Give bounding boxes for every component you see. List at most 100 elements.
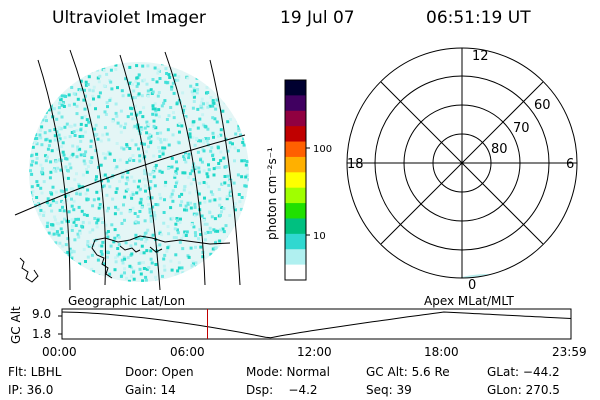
emission-pixel <box>176 228 179 232</box>
emission-pixel <box>121 171 125 175</box>
emission-pixel <box>206 230 210 234</box>
emission-pixel <box>191 123 195 127</box>
emission-pixel <box>177 75 181 79</box>
emission-pixel <box>92 97 95 101</box>
emission-pixel <box>88 230 92 234</box>
emission-pixel <box>60 220 64 224</box>
emission-pixel <box>165 81 169 85</box>
emission-pixel <box>176 231 180 235</box>
emission-pixel <box>178 240 182 244</box>
emission-pixel <box>82 213 86 217</box>
emission-pixel <box>167 143 171 147</box>
emission-pixel <box>98 203 102 206</box>
emission-pixel <box>161 152 165 156</box>
emission-pixel <box>135 76 139 80</box>
emission-pixel <box>113 167 117 170</box>
emission-pixel <box>95 175 98 179</box>
emission-pixel <box>34 140 38 144</box>
emission-pixel <box>134 80 138 84</box>
emission-pixel <box>130 266 134 270</box>
emission-pixel <box>162 138 166 142</box>
emission-pixel <box>195 189 198 193</box>
emission-pixel <box>157 108 161 112</box>
emission-pixel <box>229 192 233 196</box>
emission-pixel <box>90 156 94 160</box>
emission-pixel <box>214 241 217 245</box>
emission-pixel <box>34 203 37 207</box>
emission-pixel <box>200 275 204 279</box>
emission-pixel <box>142 261 145 265</box>
emission-pixel <box>88 160 92 163</box>
emission-pixel <box>149 219 153 223</box>
emission-pixel <box>239 243 242 246</box>
emission-pixel <box>195 76 199 80</box>
emission-pixel <box>61 141 65 145</box>
emission-pixel <box>215 68 219 72</box>
emission-pixel <box>114 260 118 264</box>
emission-pixel <box>38 262 42 265</box>
emission-pixel <box>29 198 33 202</box>
emission-pixel <box>143 169 146 172</box>
emission-pixel <box>71 249 75 253</box>
emission-pixel <box>203 222 207 226</box>
emission-pixel <box>97 95 101 99</box>
emission-pixel <box>82 269 86 272</box>
emission-pixel <box>120 175 124 179</box>
emission-pixel <box>236 149 240 153</box>
emission-pixel <box>87 70 91 74</box>
emission-pixel <box>32 78 36 81</box>
emission-pixel <box>150 261 154 265</box>
emission-pixel <box>102 174 105 178</box>
emission-pixel <box>38 108 42 112</box>
emission-pixel <box>141 281 144 282</box>
emission-pixel <box>52 232 56 236</box>
emission-pixel <box>193 231 197 235</box>
emission-pixel <box>105 193 109 197</box>
emission-pixel <box>45 200 49 204</box>
emission-pixel <box>56 253 60 257</box>
emission-pixel <box>199 233 203 236</box>
emission-pixel <box>182 188 186 192</box>
emission-pixel <box>242 224 246 228</box>
emission-pixel <box>198 201 202 205</box>
emission-pixel <box>228 141 232 145</box>
emission-pixel <box>234 275 238 279</box>
emission-pixel <box>216 146 220 150</box>
emission-pixel <box>91 62 95 65</box>
emission-pixel <box>196 88 200 91</box>
emission-pixel <box>51 254 55 258</box>
emission-pixel <box>186 65 190 69</box>
emission-pixel <box>190 264 194 268</box>
emission-pixel <box>158 243 162 247</box>
emission-pixel <box>231 272 235 276</box>
emission-pixel <box>203 200 207 204</box>
emission-pixel <box>62 153 66 157</box>
emission-pixel <box>186 254 190 258</box>
emission-pixel <box>227 68 231 72</box>
emission-pixel <box>220 182 224 186</box>
emission-pixel <box>46 255 50 259</box>
emission-pixel <box>177 141 181 145</box>
emission-pixel <box>126 171 130 174</box>
emission-pixel <box>196 150 200 154</box>
emission-pixel <box>55 117 59 121</box>
emission-pixel <box>136 221 140 225</box>
emission-pixel <box>147 145 150 149</box>
emission-pixel <box>138 154 142 158</box>
emission-pixel <box>153 214 157 217</box>
emission-pixel <box>194 165 198 169</box>
emission-pixel <box>185 208 189 212</box>
emission-pixel <box>180 124 184 128</box>
emission-pixel <box>205 281 209 282</box>
emission-pixel <box>60 103 64 107</box>
emission-pixel <box>192 262 195 266</box>
emission-pixel <box>136 82 140 86</box>
emission-pixel <box>92 198 96 202</box>
emission-pixel <box>169 259 173 263</box>
emission-pixel <box>158 137 162 141</box>
emission-pixel <box>241 113 244 117</box>
emission-pixel <box>241 116 245 120</box>
emission-pixel <box>85 118 89 122</box>
emission-pixel <box>128 210 132 214</box>
emission-pixel <box>72 102 76 106</box>
